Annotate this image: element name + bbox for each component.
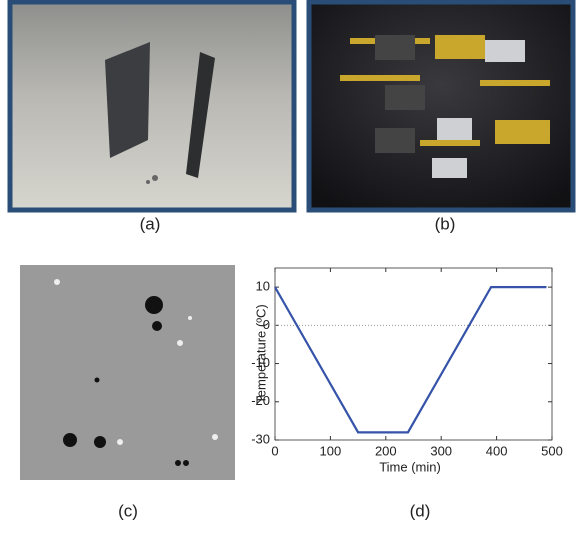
figure: (a) (b) (c) (d) Time (min) Temperature (… bbox=[0, 0, 584, 529]
plot-frame bbox=[275, 268, 552, 440]
y-tick-label: -20 bbox=[251, 393, 270, 408]
x-tick-label: 200 bbox=[375, 443, 397, 458]
x-axis-label: Time (min) bbox=[379, 459, 441, 474]
x-tick-label: 0 bbox=[271, 443, 278, 458]
photo-a bbox=[10, 2, 294, 210]
photo-b bbox=[309, 2, 573, 210]
panel-caption: (a) bbox=[140, 214, 161, 233]
y-tick-label: 0 bbox=[263, 317, 270, 332]
line bbox=[275, 287, 546, 432]
photo-c bbox=[20, 265, 235, 480]
panel-caption: (b) bbox=[435, 214, 456, 233]
x-tick-label: 500 bbox=[541, 443, 563, 458]
panel-caption: (d) bbox=[410, 501, 431, 520]
x-tick-label: 100 bbox=[320, 443, 342, 458]
x-tick-label: 400 bbox=[486, 443, 508, 458]
y-tick-label: -10 bbox=[251, 355, 270, 370]
x-tick-label: 300 bbox=[430, 443, 452, 458]
panel-caption: (c) bbox=[118, 501, 138, 520]
y-tick-label: 10 bbox=[256, 279, 270, 294]
y-tick-label: -30 bbox=[251, 431, 270, 446]
